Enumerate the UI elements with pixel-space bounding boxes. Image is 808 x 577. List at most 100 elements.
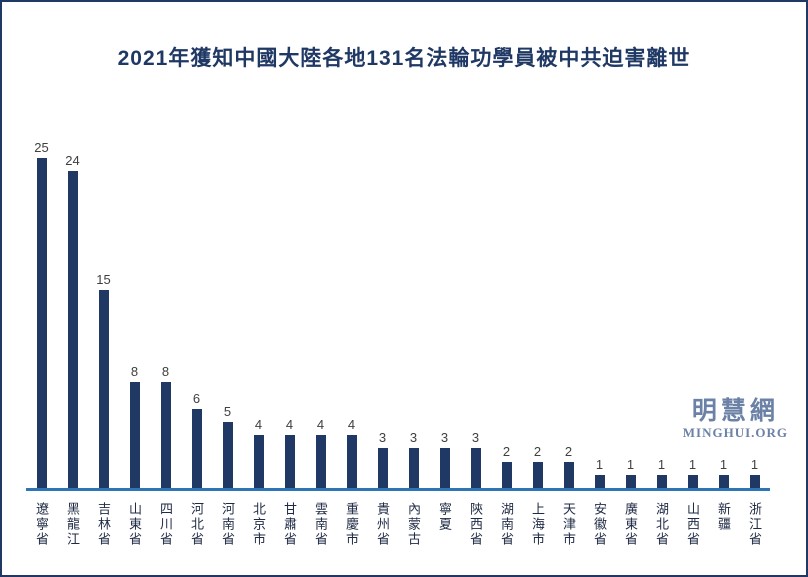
x-axis-label: 河北省 xyxy=(189,502,204,547)
x-axis-label: 湖南省 xyxy=(499,502,514,547)
bar-cell: 2 xyxy=(522,138,553,488)
x-label-cell: 遼寧省 xyxy=(26,502,57,547)
bar xyxy=(625,474,636,488)
bar-plot-area: 25 24 15 8 8 6 5 4 4 4 4 3 3 3 3 2 2 2 1 1 1 1 1 1 xyxy=(26,138,770,488)
bar-cell: 6 xyxy=(181,138,212,488)
bar-value-label: 3 xyxy=(471,430,480,446)
minghui-watermark: 明慧網 MINGHUI.ORG xyxy=(682,397,788,440)
x-axis-label: 河南省 xyxy=(220,502,235,547)
x-axis-label: 重慶市 xyxy=(344,502,359,547)
bar-cell: 1 xyxy=(584,138,615,488)
x-label-cell: 河北省 xyxy=(181,502,212,547)
bar-value-label: 25 xyxy=(34,140,49,155)
x-axis-label: 貴州省 xyxy=(375,502,390,547)
bar-value-label: 1 xyxy=(750,456,759,472)
bar-value-label: 6 xyxy=(192,390,201,406)
x-axis-line xyxy=(26,488,770,491)
x-axis-label: 寧夏 xyxy=(437,502,452,532)
x-label-cell: 內蒙古 xyxy=(398,502,429,547)
bar-cell: 25 xyxy=(26,138,57,488)
bar-cell: 1 xyxy=(739,138,770,488)
x-label-cell: 山西省 xyxy=(677,502,708,547)
bar-cell: 1 xyxy=(677,138,708,488)
bar xyxy=(98,290,109,488)
bar-value-label: 2 xyxy=(564,443,573,459)
x-axis-label: 山西省 xyxy=(685,502,700,547)
bar xyxy=(532,461,543,488)
x-axis-label: 浙江省 xyxy=(747,502,762,547)
x-axis-label: 雲南省 xyxy=(313,502,328,547)
bar xyxy=(129,382,140,488)
bar-cell: 8 xyxy=(150,138,181,488)
minghui-watermark-cjk: 明慧網 xyxy=(691,397,779,425)
x-label-cell: 山東省 xyxy=(119,502,150,547)
bar xyxy=(501,461,512,488)
bar-cell: 4 xyxy=(305,138,336,488)
x-label-cell: 廣東省 xyxy=(615,502,646,547)
bar xyxy=(439,448,450,488)
bar xyxy=(749,474,760,488)
x-axis-label: 湖北省 xyxy=(654,502,669,547)
bar-value-label: 3 xyxy=(409,430,418,446)
x-label-cell: 雲南省 xyxy=(305,502,336,547)
bar-cell: 2 xyxy=(491,138,522,488)
bar xyxy=(718,474,729,488)
bar xyxy=(160,382,171,488)
x-axis-label: 四川省 xyxy=(158,502,173,547)
bar-value-label: 2 xyxy=(502,443,511,459)
x-label-cell: 上海市 xyxy=(522,502,553,547)
x-axis-label: 廣東省 xyxy=(623,502,638,547)
bar-cell: 3 xyxy=(398,138,429,488)
x-label-cell: 陝西省 xyxy=(460,502,491,547)
bar-cell: 4 xyxy=(274,138,305,488)
x-label-cell: 河南省 xyxy=(212,502,243,547)
bar-value-label: 1 xyxy=(719,456,728,472)
bar xyxy=(656,474,667,488)
bar-cell: 5 xyxy=(212,138,243,488)
x-label-cell: 湖南省 xyxy=(491,502,522,547)
bar-cell: 1 xyxy=(708,138,739,488)
bar xyxy=(284,435,295,488)
bar-value-label: 1 xyxy=(595,456,604,472)
bar xyxy=(191,408,202,488)
x-axis-label: 天津市 xyxy=(561,502,576,547)
bar xyxy=(594,474,605,488)
x-label-cell: 黑龍江 xyxy=(57,502,88,547)
bar-value-label: 1 xyxy=(626,456,635,472)
bar xyxy=(315,435,326,488)
bar-value-label: 15 xyxy=(96,272,111,287)
bar-cell: 8 xyxy=(119,138,150,488)
bar xyxy=(470,448,481,488)
bar-cell: 3 xyxy=(429,138,460,488)
x-axis-label: 安徽省 xyxy=(592,502,607,547)
bar-value-label: 3 xyxy=(378,430,387,446)
x-label-cell: 四川省 xyxy=(150,502,181,547)
bar-value-label: 5 xyxy=(223,404,232,419)
chart-title: 2021年獲知中國大陸各地131名法輪功學員被中共迫害離世 xyxy=(117,47,691,70)
bar-cell: 24 xyxy=(57,138,88,488)
x-label-cell: 重慶市 xyxy=(336,502,367,547)
x-axis-label: 吉林省 xyxy=(96,502,111,547)
bar-value-label: 4 xyxy=(285,417,294,433)
bar-value-label: 4 xyxy=(254,417,263,433)
bar-cell: 15 xyxy=(88,138,119,488)
x-axis-label: 黑龍江 xyxy=(65,502,80,547)
bar-cell: 4 xyxy=(336,138,367,488)
bar xyxy=(408,448,419,488)
minghui-watermark-latin: MINGHUI.ORG xyxy=(682,424,788,440)
bar-value-label: 3 xyxy=(440,430,449,446)
x-label-cell: 安徽省 xyxy=(584,502,615,547)
bar xyxy=(377,448,388,488)
x-axis-label: 陝西省 xyxy=(468,502,483,547)
bar xyxy=(253,435,264,488)
bar-cell: 3 xyxy=(367,138,398,488)
x-label-cell: 吉林省 xyxy=(88,502,119,547)
bar-cell: 3 xyxy=(460,138,491,488)
x-axis-label: 北京市 xyxy=(251,502,266,547)
x-axis-label: 遼寧省 xyxy=(34,502,49,547)
bar-cell: 2 xyxy=(553,138,584,488)
bar xyxy=(687,474,698,488)
bar-value-label: 24 xyxy=(65,153,80,169)
bar-cell: 1 xyxy=(646,138,677,488)
bar xyxy=(563,461,574,488)
